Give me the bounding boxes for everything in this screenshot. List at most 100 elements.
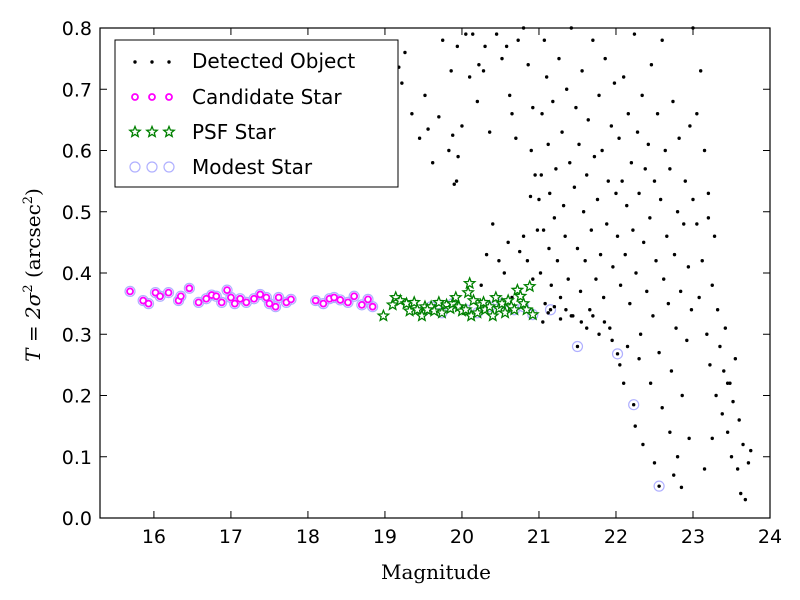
detected-object-point — [597, 332, 601, 336]
detected-object-point — [668, 167, 672, 171]
detected-object-point — [618, 283, 623, 287]
candidate-star-point — [217, 298, 226, 307]
detected-object-point — [631, 228, 635, 232]
detected-object-point — [655, 112, 660, 116]
detected-object-point — [456, 154, 460, 159]
detected-object-point — [548, 191, 552, 196]
detected-object-point — [669, 369, 674, 373]
psf-star-point — [393, 293, 408, 307]
detected-object-point — [687, 436, 691, 441]
psf-star-point — [507, 302, 522, 316]
detected-object-point — [510, 112, 514, 116]
detected-object-point — [585, 326, 589, 330]
psf-star-point — [510, 282, 525, 297]
psf-star-point — [501, 293, 516, 307]
detected-object-point — [542, 38, 547, 42]
detected-object-point — [665, 234, 669, 238]
detected-object-point — [537, 197, 541, 202]
legend-marker-psf-star-point — [162, 124, 176, 138]
y-tick-label: 0.7 — [62, 79, 92, 101]
candidate-star-point — [364, 295, 372, 304]
detected-object-point — [722, 369, 726, 373]
detected-object-point — [504, 44, 509, 49]
detected-object-point — [491, 222, 495, 226]
detected-object-point — [737, 418, 741, 422]
detected-object-point — [621, 75, 626, 79]
detected-object-point — [449, 69, 453, 73]
psf-star-point — [488, 290, 503, 304]
y-label-sup1: 2 — [21, 284, 36, 292]
candidate-star-point — [144, 299, 153, 308]
legend-marker-modest-star-point — [163, 161, 175, 173]
detected-object-point — [500, 56, 504, 61]
detected-object-point — [552, 304, 557, 309]
detected-object-point — [546, 142, 550, 147]
candidate-star-point — [336, 296, 345, 304]
detected-object-point — [400, 81, 404, 85]
detected-object-point — [702, 467, 707, 471]
detected-object-point — [746, 461, 751, 465]
candidate-star-point — [227, 293, 235, 302]
detected-object-point — [614, 191, 618, 196]
detected-object-point — [417, 136, 422, 140]
legend-marker-detected-object-point — [150, 60, 154, 64]
detected-object-point — [454, 179, 459, 183]
detected-object-point — [617, 136, 621, 140]
psf-star-point — [519, 302, 534, 316]
detected-object-point — [634, 271, 638, 275]
detected-object-point — [683, 179, 687, 183]
detected-object-point — [589, 228, 594, 232]
x-tick-label: 23 — [681, 526, 705, 548]
legend-label-modest: Modest Star — [192, 155, 313, 179]
modest-star-point — [124, 285, 136, 297]
detected-object-point — [502, 271, 507, 275]
psf-star-point — [513, 289, 528, 303]
detected-object-point — [695, 222, 699, 226]
detected-object-point — [543, 301, 547, 306]
detected-object-point — [606, 179, 610, 183]
legend-marker-candidate-star-point — [131, 93, 139, 101]
detected-object-point — [678, 289, 683, 294]
detected-object-point — [516, 38, 520, 42]
detected-object-point — [481, 69, 486, 73]
legend-marker-detected-object-point — [133, 60, 137, 64]
detected-object-point — [529, 148, 533, 153]
detected-object-point — [611, 265, 615, 269]
detected-object-point — [577, 142, 581, 147]
legend: Detected Object Candidate Star PSF Star … — [114, 39, 399, 188]
detected-object-point — [714, 393, 718, 398]
detected-object-point — [497, 259, 501, 263]
detected-object-point — [484, 252, 489, 257]
detected-object-point — [625, 344, 630, 349]
detected-object-point — [430, 161, 435, 165]
y-tick-label: 0.4 — [62, 263, 92, 285]
candidate-star-point — [223, 286, 231, 295]
detected-object-point — [631, 402, 636, 407]
modest-star-point — [628, 399, 640, 411]
detected-object-point — [680, 393, 684, 398]
candidate-star-point — [156, 292, 164, 301]
detected-object-point — [629, 161, 634, 165]
detected-object-point — [560, 130, 564, 134]
detected-object-point — [595, 197, 600, 202]
detected-object-point — [594, 277, 598, 281]
detected-object-point — [518, 249, 522, 254]
psf-star-point — [376, 308, 391, 322]
detected-object-point — [695, 112, 699, 116]
legend-marker-psf-star-point — [128, 124, 142, 138]
x-tick-label: 24 — [758, 526, 782, 548]
candidate-star-point — [262, 293, 271, 302]
detected-object-point — [548, 308, 553, 312]
detected-object-point — [648, 381, 653, 385]
detected-object-point — [635, 130, 640, 134]
detected-object-point — [668, 430, 672, 434]
detected-object-point — [426, 127, 430, 131]
x-tick-label: 22 — [604, 526, 628, 548]
candidate-star-point — [330, 293, 339, 302]
detected-object-point — [675, 210, 680, 214]
y-tick-label: 0.6 — [62, 141, 92, 163]
y-label-sup2: 2 — [21, 196, 36, 204]
detected-object-point — [710, 283, 714, 287]
y-tick-label: 0.8 — [62, 18, 92, 40]
detected-object-point — [666, 301, 671, 306]
